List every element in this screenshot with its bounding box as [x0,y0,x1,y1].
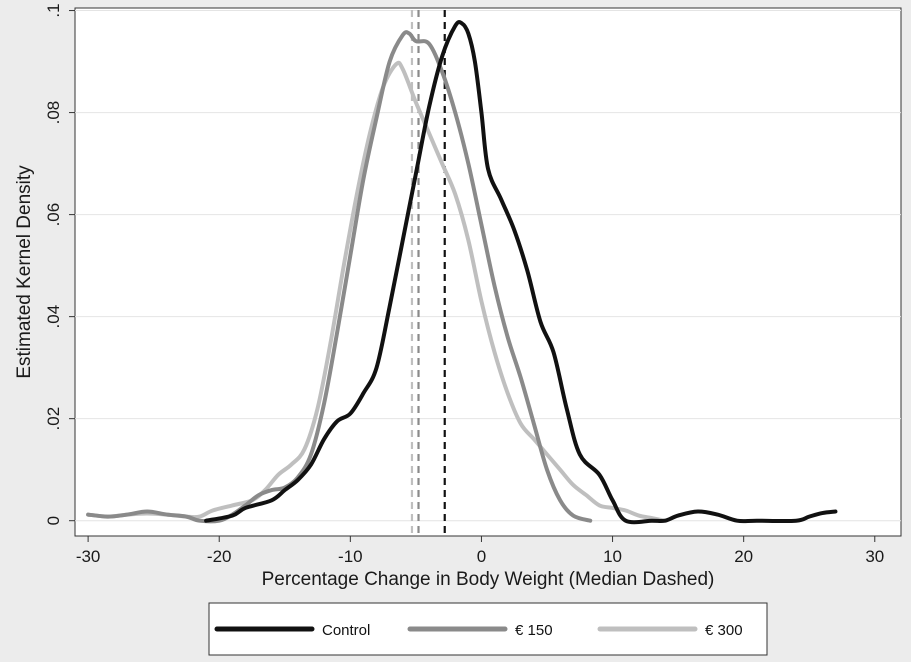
y-tick-label: .08 [44,101,63,125]
legend-label: € 300 [705,622,743,639]
x-tick-label: 30 [865,547,884,566]
x-axis-title: Percentage Change in Body Weight (Median… [262,569,715,590]
x-tick-label: 0 [477,547,486,566]
legend: Control € 150 € 300 [214,622,743,639]
x-tick-label: 20 [734,547,753,566]
series-line [204,20,838,525]
x-tick-label: -20 [207,547,232,566]
y-tick-label: .06 [44,203,63,227]
series-line [86,30,593,524]
x-tick-label: -10 [338,547,363,566]
legend-label: Control [322,622,370,639]
y-axis-title: Estimated Kernel Density [14,165,35,379]
plot-area [74,7,902,537]
x-tick-label: 10 [603,547,622,566]
series-line [86,60,667,523]
axes: 0 .02 .04 .06 .08 .1 -30 -20 -10 0 10 20 30 [44,3,884,566]
y-tick-label: .02 [44,407,63,431]
x-tick-label: -30 [76,547,101,566]
y-tick-label: .04 [44,305,63,329]
series-lines [86,20,838,525]
legend-label: € 150 [515,622,553,639]
y-tick-label: 0 [44,516,63,525]
y-tick-label: .1 [44,3,63,17]
